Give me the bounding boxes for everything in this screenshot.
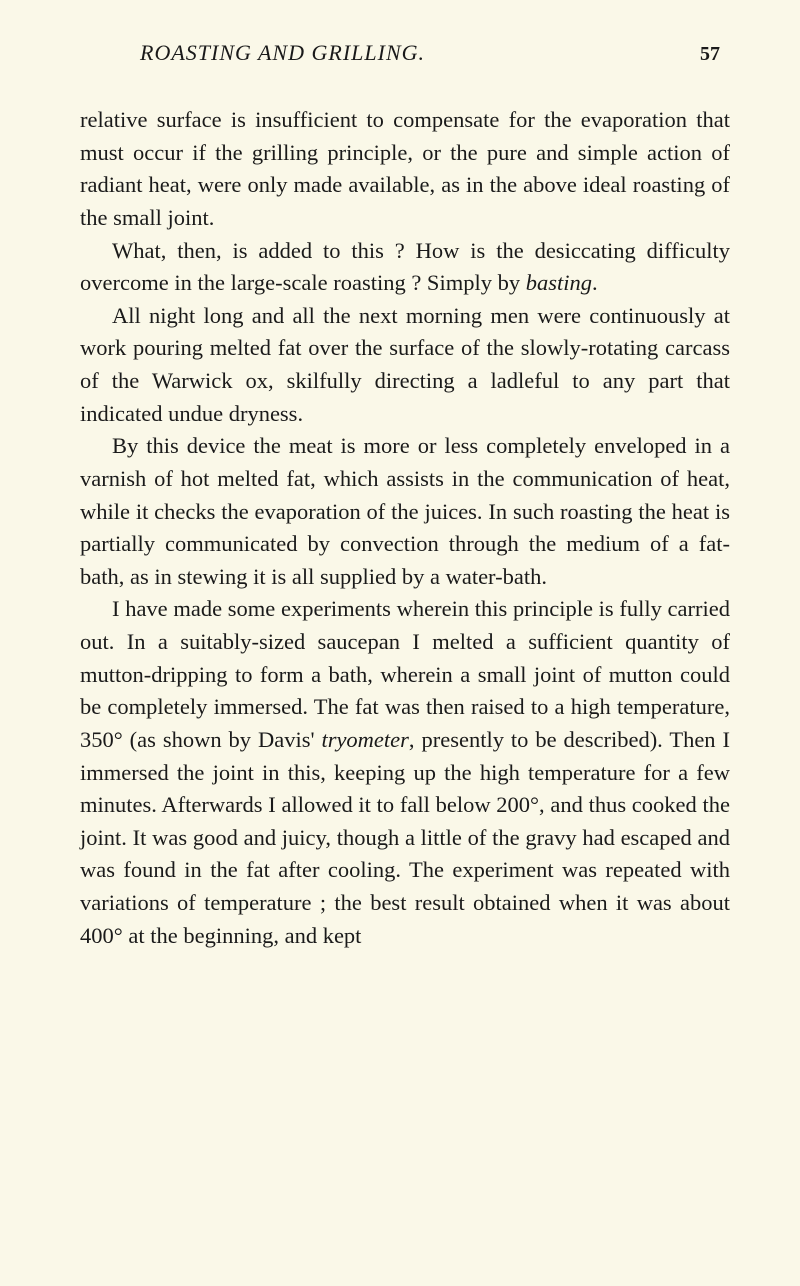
body-text: relative surface is insufficient to comp… [80,104,730,952]
paragraph-3-text: All night long and all the next morning … [80,303,730,426]
page-header: ROASTING AND GRILLING. 57 [80,40,730,66]
paragraph-2: What, then, is added to this ? How is th… [80,235,730,300]
paragraph-4: By this device the meat is more or less … [80,430,730,593]
paragraph-3: All night long and all the next morning … [80,300,730,431]
paragraph-5-text-b: , presently to be described). Then I imm… [80,727,730,948]
paragraph-5: I have made some experiments wherein thi… [80,593,730,952]
paragraph-2-text-a: What, then, is added to this ? How is th… [80,238,730,296]
running-title: ROASTING AND GRILLING. [140,40,425,66]
paragraph-2-em: basting [526,270,592,295]
paragraph-2-text-b: . [592,270,598,295]
paragraph-1-text: relative surface is insufficient to comp… [80,107,730,230]
paragraph-4-text: By this device the meat is more or less … [80,433,730,589]
paragraph-1: relative surface is insufficient to comp… [80,104,730,235]
paragraph-5-em: tryometer [321,727,408,752]
page-number: 57 [700,43,720,66]
